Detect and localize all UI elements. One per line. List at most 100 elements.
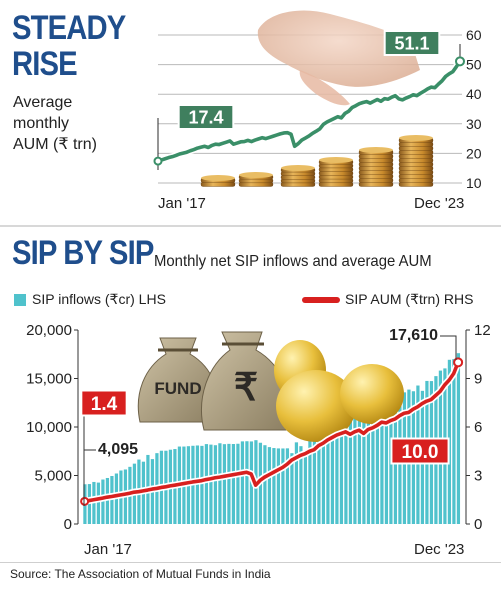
coin-top xyxy=(201,175,235,181)
line-start-label-box xyxy=(80,389,128,417)
chart2-right-tick-label: 6 xyxy=(474,419,482,436)
chart2-left-tick-label: 0 xyxy=(64,516,72,533)
sip-inflow-bar xyxy=(330,427,335,524)
chart2-left-tick-label: 20,000 xyxy=(26,322,72,339)
sip-aum-start-point xyxy=(80,496,90,506)
section-divider xyxy=(0,225,501,227)
chart1-annotations: 17.4 51.1 Jan '17 Dec '23 xyxy=(158,30,464,212)
sip-inflow-bar xyxy=(105,477,110,524)
sip-inflow-bar xyxy=(245,441,249,524)
chart1-subtitle: Average monthly AUM (₹ trn) xyxy=(13,92,133,155)
sip-inflow-bar xyxy=(348,411,353,524)
chart1-y-tick-label: 20 xyxy=(466,145,482,161)
chart2-left-tick-label: 10,000 xyxy=(26,419,72,436)
chart2-left-tick-label: 5,000 xyxy=(34,468,72,485)
sip-inflow-bar xyxy=(231,444,236,524)
sip-inflow-bar xyxy=(281,448,285,524)
sip-inflow-bar xyxy=(101,479,105,524)
sip-inflow-bar xyxy=(272,448,276,524)
chart1-illustration xyxy=(200,10,434,187)
chart1-y-tick-label: 60 xyxy=(466,27,482,43)
chart1-title-line1: STEADY xyxy=(12,9,126,47)
rupee-bag-icon: ₹ xyxy=(201,331,290,431)
legend-bars-swatch xyxy=(14,294,26,306)
sip-inflow-bar xyxy=(213,445,218,524)
sip-aum-line xyxy=(84,361,460,504)
chart2-title: SIP BY SIP xyxy=(12,234,154,272)
sip-inflow-bar xyxy=(312,440,317,524)
chart1-end-point xyxy=(455,56,465,67)
chart1-end-value-box xyxy=(383,30,441,56)
coin-stacks xyxy=(200,135,434,187)
sip-inflow-bar xyxy=(375,404,380,524)
legend-line-swatch xyxy=(302,297,340,303)
sip-inflow-bar xyxy=(267,447,272,524)
sip-inflow-bar xyxy=(335,423,339,524)
fund-bag-icon: FUND xyxy=(137,337,219,423)
sip-inflow-bar xyxy=(299,446,303,524)
sip-inflow-bar xyxy=(371,404,375,524)
line-start-label: 1.4 xyxy=(91,394,118,415)
chart1-y-tick-label: 50 xyxy=(466,57,482,73)
chart1-subtitle-line1: Average xyxy=(13,94,73,111)
hand-icon xyxy=(257,10,420,87)
fund-bag-text: FUND xyxy=(154,379,201,398)
sip-inflow-bar xyxy=(240,441,245,524)
chart2-axes: 0 5,000 10,000 15,000 20,000 0 3 6 9 12 xyxy=(26,322,491,533)
chart1-y-tick-label: 10 xyxy=(466,175,482,191)
sip-inflow-bar xyxy=(204,444,209,524)
chart1-end-value: 51.1 xyxy=(394,33,429,53)
sip-inflow-bar xyxy=(380,406,384,524)
sip-inflow-bar xyxy=(456,353,461,524)
chart1-line xyxy=(157,60,462,163)
sip-inflow-bar xyxy=(326,430,330,524)
rupee-bag-text: ₹ xyxy=(234,367,258,409)
sip-inflow-bar xyxy=(218,443,222,524)
chart2-left-tick-label: 15,000 xyxy=(26,371,72,388)
coin-top xyxy=(319,157,353,163)
chart1-subtitle-line3: AUM (₹ trn) xyxy=(13,136,97,153)
chart2-x-start-label: Jan '17 xyxy=(84,541,132,558)
sip-inflow-bar xyxy=(290,453,294,524)
sip-inflow-bar xyxy=(384,400,389,524)
chart2-svg: FUND ₹ 0 5,000 10,000 15,000 20,000 0 3 6 9 12 4,… xyxy=(26,322,491,558)
bar-end-label: 17,610 xyxy=(389,327,438,344)
line-end-label: 10.0 xyxy=(402,442,439,463)
chart2-right-tick-label: 9 xyxy=(474,371,482,388)
sip-inflow-bar xyxy=(452,359,456,524)
coin-top xyxy=(239,172,273,178)
hand-finger-icon xyxy=(299,70,350,106)
sip-inflow-bar xyxy=(357,413,362,524)
sip-inflow-bar xyxy=(200,445,204,524)
sip-inflow-bar xyxy=(285,448,290,524)
sip-inflow-bar xyxy=(294,442,299,524)
chart1-start-value: 17.4 xyxy=(188,107,223,127)
chart2-x-end-label: Dec '23 xyxy=(414,541,464,558)
sip-inflow-bar xyxy=(222,444,227,524)
chart1-y-tick-label: 40 xyxy=(466,86,482,102)
gold-eggs xyxy=(274,340,404,442)
chart2-annotations: 4,095 17,610 1.4 10.0 Jan '17 Dec '23 xyxy=(80,327,464,558)
source-divider xyxy=(0,562,501,563)
line-end-label-box xyxy=(390,437,450,465)
coin-top xyxy=(359,147,393,153)
bar-end-leader xyxy=(440,335,457,360)
sip-inflow-bar xyxy=(308,434,312,524)
chart2-right-tick-label: 3 xyxy=(474,468,482,485)
chart1-subtitle-line2: monthly xyxy=(13,115,70,132)
coin-top xyxy=(281,165,315,171)
chart2-illustration: FUND ₹ xyxy=(137,331,404,442)
chart1-title-line2: RISE xyxy=(12,45,78,83)
chart2-subtitle: Monthly net SIP inflows and average AUM xyxy=(154,253,432,270)
sip-inflow-bar xyxy=(263,445,267,524)
sip-aum-end-point xyxy=(453,357,464,368)
bar-start-label: 4,095 xyxy=(98,441,138,458)
sip-inflow-bar xyxy=(353,412,357,524)
sip-inflow-bar xyxy=(344,414,348,524)
sip-inflow-bar xyxy=(96,482,101,524)
coin-top xyxy=(399,135,433,141)
chart1-y-tick-label: 30 xyxy=(466,116,482,132)
chart1-x-end-label: Dec '23 xyxy=(414,195,464,212)
source-note: Source: The Association of Mutual Funds … xyxy=(10,567,271,581)
chart1-start-value-box xyxy=(177,104,235,130)
